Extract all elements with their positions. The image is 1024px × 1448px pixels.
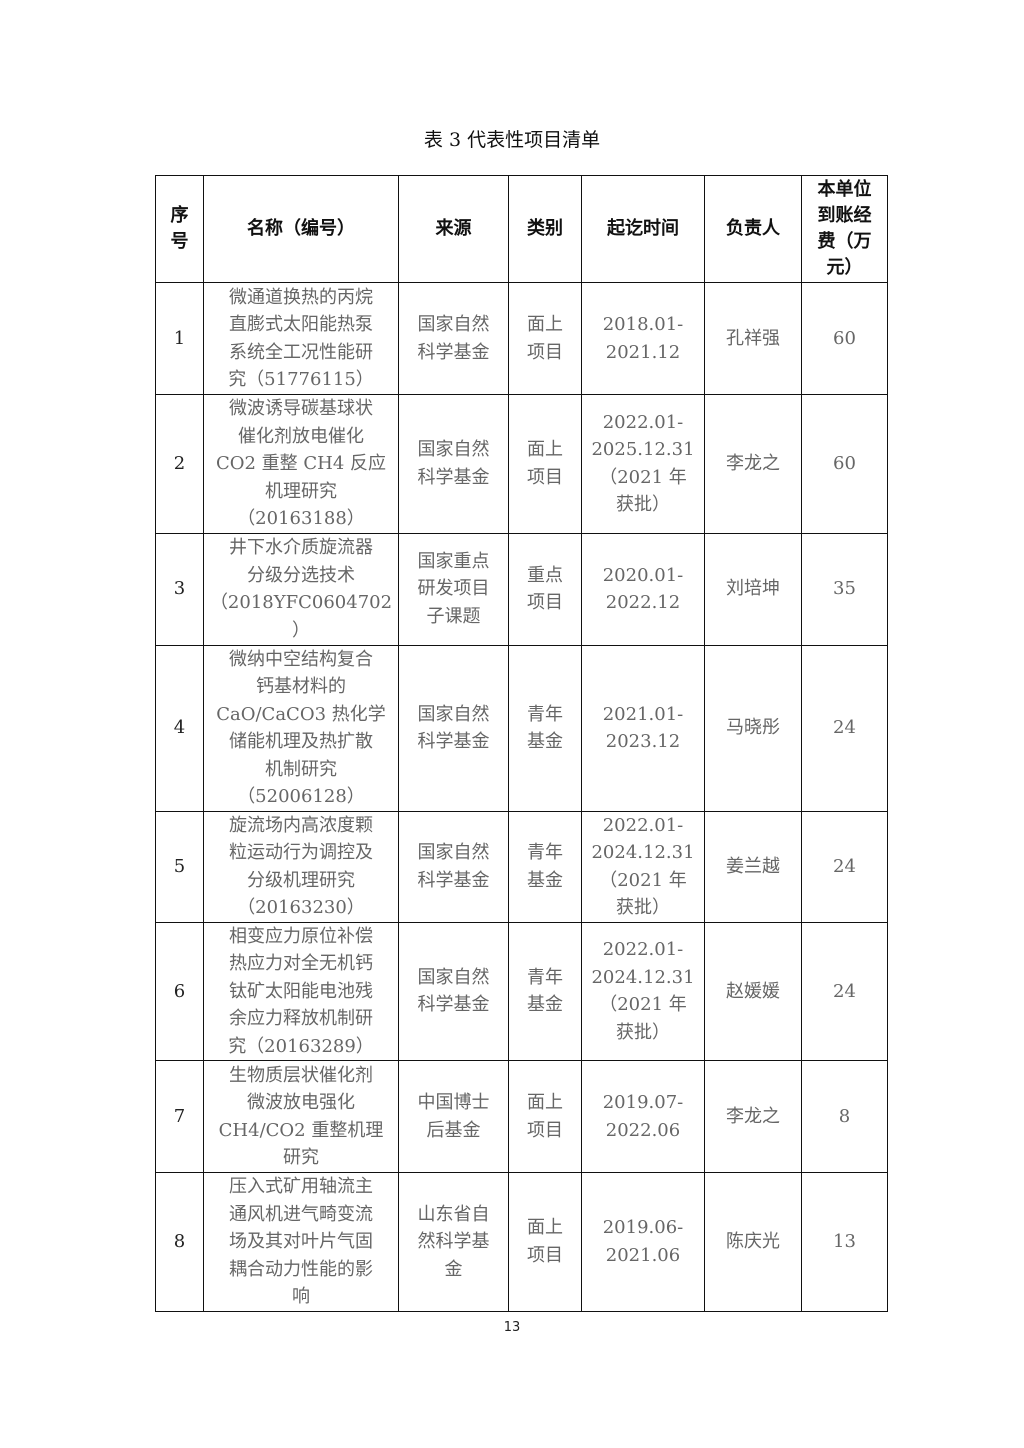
cell-category: 青年 基金	[508, 921, 582, 1061]
cell-source: 国家重点 研发项目 子课题	[398, 532, 509, 646]
cell-name: 生物质层状催化剂 微波放电强化 CH4/CO2 重整机理 研究	[203, 1060, 399, 1173]
cell-name: 微纳中空结构复合 钙基材料的 CaO/CaCO3 热化学 储能机理及热扩散 机制…	[203, 644, 399, 812]
table-title: 表 3 代表性项目清单	[423, 129, 601, 151]
cell-funding: 8	[801, 1060, 888, 1173]
cell-category: 面上 项目	[508, 1060, 582, 1173]
cell-source: 中国博士 后基金	[398, 1060, 509, 1173]
cell-funding: 24	[801, 644, 888, 812]
cell-leader: 赵媛媛	[704, 921, 802, 1061]
project-table: 序 号 名称（编号） 来源 类别 起讫时间 负责人 本单位 到账经 费（万 元）…	[155, 175, 888, 1312]
table-row: 2 微波诱导碳基球状 催化剂放电催化 CO2 重整 CH4 反应 机理研究 （20…	[155, 394, 888, 534]
cell-name: 微波诱导碳基球状 催化剂放电催化 CO2 重整 CH4 反应 机理研究 （201…	[203, 394, 399, 534]
header-category: 类别	[508, 175, 582, 283]
cell-seq: 6	[155, 921, 204, 1061]
header-name: 名称（编号）	[203, 175, 399, 283]
table-row: 5 旋流场内高浓度颗 粒运动行为调控及 分级机理研究 （20163230） 国家自然…	[155, 810, 888, 923]
cell-source: 山东省自 然科学基 金	[398, 1172, 509, 1312]
cell-leader: 李龙之	[704, 1060, 802, 1173]
cell-name: 相变应力原位补偿 热应力对全无机钙 钛矿太阳能电池残 余应力释放机制研 究（20…	[203, 921, 399, 1061]
cell-period: 2019.07- 2022.06	[581, 1060, 705, 1173]
cell-source: 国家自然 科学基金	[398, 921, 509, 1061]
cell-source: 国家自然 科学基金	[398, 394, 509, 534]
cell-funding: 24	[801, 810, 888, 923]
cell-period: 2021.01- 2023.12	[581, 644, 705, 812]
cell-seq: 1	[155, 282, 204, 395]
cell-leader: 刘培坤	[704, 532, 802, 646]
cell-period: 2018.01- 2021.12	[581, 282, 705, 395]
table-row: 6 相变应力原位补偿 热应力对全无机钙 钛矿太阳能电池残 余应力释放机制研 究（2…	[155, 921, 888, 1061]
cell-period: 2022.01- 2024.12.31 （2021 年 获批）	[581, 810, 705, 923]
cell-name: 旋流场内高浓度颗 粒运动行为调控及 分级机理研究 （20163230）	[203, 810, 399, 923]
cell-category: 面上 项目	[508, 282, 582, 395]
cell-seq: 7	[155, 1060, 204, 1173]
table-row: 4 微纳中空结构复合 钙基材料的 CaO/CaCO3 热化学 储能机理及热扩散 机…	[155, 644, 888, 812]
cell-source: 国家自然 科学基金	[398, 282, 509, 395]
table-row: 8 压入式矿用轴流主 通风机进气畸变流 场及其对叶片气固 耦合动力性能的影 响山东…	[155, 1172, 888, 1312]
cell-period: 2020.01- 2022.12	[581, 532, 705, 646]
cell-category: 面上 项目	[508, 394, 582, 534]
cell-funding: 24	[801, 921, 888, 1061]
cell-seq: 2	[155, 394, 204, 534]
table-row: 3 井下水介质旋流器 分级分选技术 （2018YFC0604702 ）国家重点 研…	[155, 532, 888, 646]
cell-funding: 60	[801, 394, 888, 534]
cell-funding: 60	[801, 282, 888, 395]
header-source: 来源	[398, 175, 509, 283]
cell-leader: 姜兰越	[704, 810, 802, 923]
cell-period: 2022.01- 2025.12.31 （2021 年 获批）	[581, 394, 705, 534]
cell-funding: 35	[801, 532, 888, 646]
cell-leader: 马晓彤	[704, 644, 802, 812]
cell-period: 2019.06- 2021.06	[581, 1172, 705, 1312]
cell-source: 国家自然 科学基金	[398, 810, 509, 923]
cell-funding: 13	[801, 1172, 888, 1312]
cell-name: 微通道换热的丙烷 直膨式太阳能热泵 系统全工况性能研 究（51776115）	[203, 282, 399, 395]
cell-seq: 5	[155, 810, 204, 923]
cell-category: 青年 基金	[508, 644, 582, 812]
cell-source: 国家自然 科学基金	[398, 644, 509, 812]
cell-category: 重点 项目	[508, 532, 582, 646]
cell-name: 压入式矿用轴流主 通风机进气畸变流 场及其对叶片气固 耦合动力性能的影 响	[203, 1172, 399, 1312]
table-row: 7 生物质层状催化剂 微波放电强化 CH4/CO2 重整机理 研究 中国博士 后基金…	[155, 1060, 888, 1173]
header-row: 序 号 名称（编号） 来源 类别 起讫时间 负责人 本单位 到账经 费（万 元）	[155, 175, 888, 283]
header-leader: 负责人	[704, 175, 802, 283]
cell-leader: 李龙之	[704, 394, 802, 534]
page-number: 13	[503, 1320, 521, 1335]
cell-seq: 8	[155, 1172, 204, 1312]
header-funding: 本单位 到账经 费（万 元）	[801, 175, 888, 283]
cell-category: 青年 基金	[508, 810, 582, 923]
cell-category: 面上 项目	[508, 1172, 582, 1312]
cell-leader: 陈庆光	[704, 1172, 802, 1312]
cell-period: 2022.01- 2024.12.31 （2021 年 获批）	[581, 921, 705, 1061]
header-period: 起讫时间	[581, 175, 705, 283]
header-seq: 序 号	[155, 175, 204, 283]
cell-seq: 4	[155, 644, 204, 812]
cell-seq: 3	[155, 532, 204, 646]
cell-name: 井下水介质旋流器 分级分选技术 （2018YFC0604702 ）	[203, 532, 399, 646]
cell-leader: 孔祥强	[704, 282, 802, 395]
table-row: 1 微通道换热的丙烷 直膨式太阳能热泵 系统全工况性能研 究（51776115）国…	[155, 282, 888, 395]
